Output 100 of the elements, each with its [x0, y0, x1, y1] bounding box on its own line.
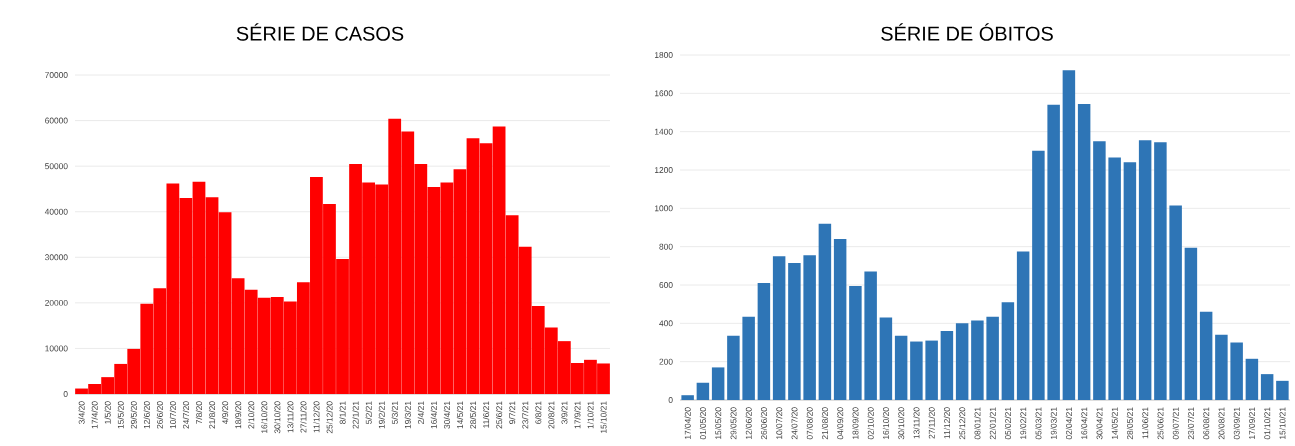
x-tick-label: 02/04/21 — [1065, 407, 1072, 440]
x-tick-label: 26/6/20 — [156, 401, 163, 429]
chart-title: SÉRIE DE CASOS — [236, 23, 404, 41]
y-tick-label: 0 — [668, 397, 673, 403]
y-tick-label: 1200 — [654, 167, 673, 173]
chart-title: SÉRIE DE ÓBITOS — [881, 23, 1053, 41]
x-tick-label: 14/5/21 — [456, 401, 464, 429]
bar — [1245, 358, 1259, 400]
x-tick-label: 11/12/20 — [313, 401, 320, 433]
bar — [772, 256, 786, 400]
x-tick-label: 27/11/20 — [928, 407, 935, 439]
x-tick-label: 07/08/20 — [806, 407, 813, 440]
y-tick-label: 1800 — [654, 52, 673, 58]
y-tick-label: 70000 — [45, 72, 68, 78]
bar — [955, 323, 969, 400]
x-tick-label: 16/10/20 — [261, 401, 268, 433]
x-tick-label: 08/01/21 — [974, 407, 981, 440]
bar — [742, 316, 755, 400]
bar — [1276, 380, 1289, 400]
x-tick-label: 13/11/20 — [913, 407, 920, 439]
bar — [727, 335, 740, 400]
x-tick-label: 18/9/20 — [235, 401, 242, 429]
y-tick-label: 1400 — [654, 128, 673, 135]
x-tick-label: 22/1/21 — [352, 401, 359, 429]
x-tick-label: 25/6/21 — [496, 401, 503, 429]
bar — [711, 367, 725, 400]
x-tick-label: 10/7/20 — [169, 401, 176, 429]
x-tick-label: 7/8/20 — [195, 401, 203, 424]
x-tick-label: 19/02/21 — [1020, 407, 1027, 439]
x-tick-label: 15/10/21 — [600, 401, 607, 433]
y-tick-label: 1000 — [654, 205, 673, 212]
bar — [788, 262, 801, 400]
bar — [1093, 141, 1106, 400]
bar — [1032, 150, 1045, 400]
bar — [1108, 157, 1121, 400]
x-tick-label: 19/2/21 — [378, 401, 385, 429]
y-tick-label: 0 — [63, 391, 68, 397]
x-tick-label: 2/10/20 — [248, 401, 255, 429]
x-tick-label: 25/12/20 — [326, 401, 333, 434]
x-tick-label: 05/03/21 — [1035, 407, 1042, 440]
bar — [1154, 142, 1167, 400]
bar — [1260, 374, 1274, 400]
x-tick-label: 05/02/21 — [1004, 407, 1011, 440]
y-tick-label: 600 — [659, 282, 673, 288]
x-tick-label: 25/12/20 — [959, 407, 966, 440]
x-tick-label: 11/6/21 — [482, 401, 490, 428]
x-tick-label: 18/09/20 — [852, 407, 859, 439]
bar — [757, 283, 771, 400]
x-tick-label: 11/06/21 — [1142, 407, 1149, 439]
bar — [1230, 342, 1243, 400]
x-tick-label: 24/07/20 — [791, 407, 798, 440]
bar — [833, 239, 847, 400]
x-tick-label: 15/10/21 — [1279, 407, 1286, 439]
y-tick-label: 50000 — [45, 163, 68, 170]
bar — [940, 331, 954, 400]
x-tick-label: 19/03/21 — [1050, 407, 1057, 439]
bar — [818, 223, 832, 400]
x-tick-label: 20/08/21 — [1218, 407, 1225, 440]
y-tick-label: 200 — [659, 358, 673, 365]
bar — [1138, 140, 1152, 400]
x-tick-label: 4/9/20 — [222, 401, 229, 425]
bar — [1215, 334, 1228, 400]
x-tick-label: 17/9/21 — [574, 401, 581, 429]
y-tick-label: 60000 — [45, 117, 68, 124]
x-tick-label: 02/10/20 — [867, 407, 874, 440]
bar — [925, 340, 938, 400]
bar — [1062, 70, 1076, 400]
x-tick-label: 2/4/21 — [417, 401, 424, 424]
x-tick-label: 28/05/21 — [1126, 407, 1133, 440]
bar — [986, 316, 999, 400]
x-tick-label: 11/12/20 — [943, 407, 950, 439]
bar — [1001, 302, 1015, 400]
x-tick-label: 19/3/21 — [404, 401, 411, 429]
bar — [1199, 311, 1213, 400]
x-tick-label: 3/4/20 — [78, 401, 85, 424]
x-tick-label: 06/08/21 — [1203, 407, 1210, 440]
bar — [1123, 162, 1137, 400]
x-tick-label: 27/11/20 — [300, 401, 307, 433]
x-tick-label: 24/7/20 — [182, 401, 190, 429]
y-tick-label: 800 — [659, 243, 673, 250]
x-tick-label: 30/4/21 — [443, 401, 450, 429]
x-tick-label: 01/05/20 — [699, 407, 706, 440]
bar — [681, 395, 694, 400]
x-tick-label: 12/6/20 — [143, 401, 150, 429]
x-tick-label: 14/05/21 — [1111, 407, 1118, 439]
x-tick-label: 5/3/21 — [391, 401, 398, 424]
x-tick-label: 01/10/21 — [1264, 407, 1271, 440]
x-tick-label: 5/2/21 — [365, 401, 372, 424]
x-tick-label: 25/06/21 — [1157, 407, 1164, 440]
bar — [1184, 247, 1198, 400]
y-tick-label: 20000 — [45, 299, 68, 306]
x-tick-label: 29/05/20 — [730, 407, 737, 440]
bar — [894, 335, 908, 400]
x-tick-label: 17/09/21 — [1248, 407, 1255, 439]
x-tick-label: 30/04/21 — [1096, 407, 1103, 440]
y-tick-label: 10000 — [45, 345, 68, 352]
x-tick-label: 20/8/21 — [548, 401, 555, 429]
x-tick-label: 03/09/21 — [1233, 407, 1240, 440]
bar — [696, 382, 710, 400]
x-tick-label: 23/07/21 — [1187, 407, 1194, 440]
